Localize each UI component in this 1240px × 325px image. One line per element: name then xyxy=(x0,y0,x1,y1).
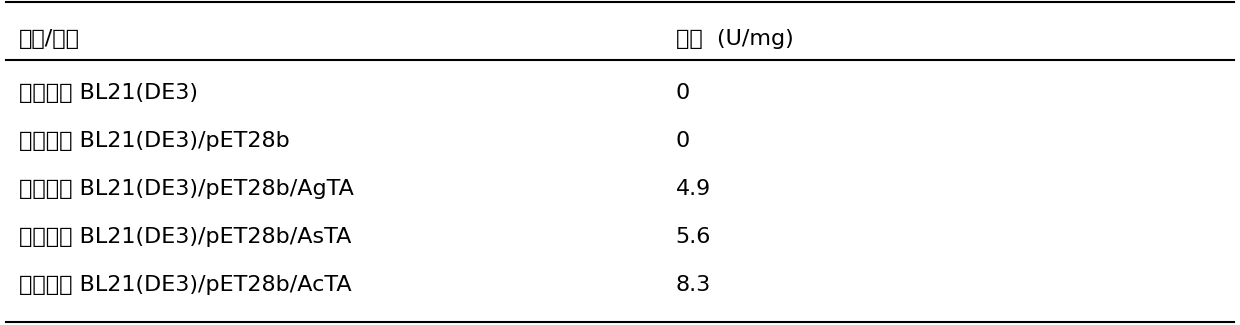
Text: 大肠杆菌 BL21(DE3)/pET28b/AsTA: 大肠杆菌 BL21(DE3)/pET28b/AsTA xyxy=(19,227,351,247)
Text: 大肠杆菌 BL21(DE3): 大肠杆菌 BL21(DE3) xyxy=(19,83,197,103)
Text: 8.3: 8.3 xyxy=(676,275,711,295)
Text: 5.6: 5.6 xyxy=(676,227,712,247)
Text: 大肠杆菌 BL21(DE3)/pET28b/AcTA: 大肠杆菌 BL21(DE3)/pET28b/AcTA xyxy=(19,275,351,295)
Text: 大肠杆菌 BL21(DE3)/pET28b: 大肠杆菌 BL21(DE3)/pET28b xyxy=(19,131,289,151)
Text: 大肠杆菌 BL21(DE3)/pET28b/AgTA: 大肠杆菌 BL21(DE3)/pET28b/AgTA xyxy=(19,179,353,199)
Text: 4.9: 4.9 xyxy=(676,179,711,199)
Text: 酶活  (U/mg): 酶活 (U/mg) xyxy=(676,29,794,49)
Text: 0: 0 xyxy=(676,83,689,103)
Text: 菌株/质粒: 菌株/质粒 xyxy=(19,29,79,49)
Text: 0: 0 xyxy=(676,131,689,151)
